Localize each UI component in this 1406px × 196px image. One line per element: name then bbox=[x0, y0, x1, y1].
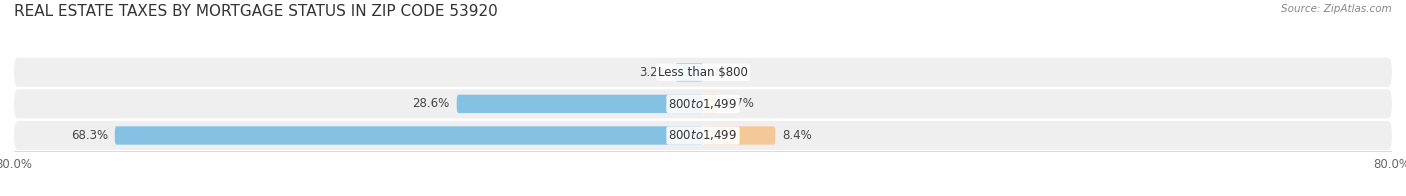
Text: 68.3%: 68.3% bbox=[70, 129, 108, 142]
FancyBboxPatch shape bbox=[703, 95, 717, 113]
Text: 28.6%: 28.6% bbox=[412, 97, 450, 110]
Text: Source: ZipAtlas.com: Source: ZipAtlas.com bbox=[1281, 4, 1392, 14]
Text: 8.4%: 8.4% bbox=[782, 129, 813, 142]
Text: $800 to $1,499: $800 to $1,499 bbox=[668, 97, 738, 111]
FancyBboxPatch shape bbox=[14, 89, 1392, 118]
FancyBboxPatch shape bbox=[115, 126, 703, 145]
FancyBboxPatch shape bbox=[14, 121, 1392, 150]
Text: 3.2%: 3.2% bbox=[638, 66, 669, 79]
Text: $800 to $1,499: $800 to $1,499 bbox=[668, 129, 738, 142]
FancyBboxPatch shape bbox=[703, 126, 775, 145]
Text: Less than $800: Less than $800 bbox=[658, 66, 748, 79]
Text: REAL ESTATE TAXES BY MORTGAGE STATUS IN ZIP CODE 53920: REAL ESTATE TAXES BY MORTGAGE STATUS IN … bbox=[14, 4, 498, 19]
FancyBboxPatch shape bbox=[14, 58, 1392, 87]
Text: 0.0%: 0.0% bbox=[710, 66, 740, 79]
FancyBboxPatch shape bbox=[457, 95, 703, 113]
Text: 1.7%: 1.7% bbox=[724, 97, 755, 110]
FancyBboxPatch shape bbox=[675, 63, 703, 81]
